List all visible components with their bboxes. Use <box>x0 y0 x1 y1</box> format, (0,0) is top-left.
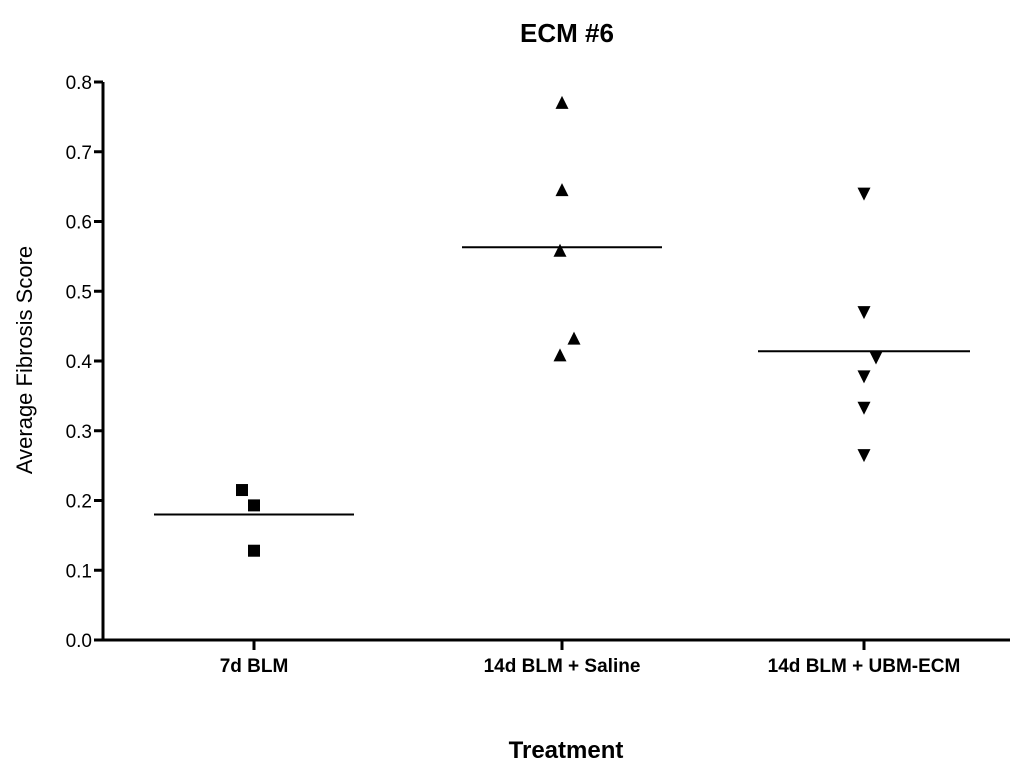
data-point-triangle-up <box>553 243 567 257</box>
data-point-triangle-up <box>555 183 569 197</box>
data-point-triangle-down <box>857 449 871 463</box>
data-point-square <box>248 499 260 512</box>
y-tick-label: 0.5 <box>66 282 92 303</box>
y-axis-title: Average Fibrosis Score <box>12 246 37 474</box>
x-tick-label: 14d BLM + UBM-ECM <box>768 656 961 677</box>
data-point-triangle-up <box>555 95 569 109</box>
x-tick-label: 14d BLM + Saline <box>484 656 641 677</box>
data-point-triangle-down <box>857 187 871 201</box>
data-point-triangle-down <box>857 306 871 320</box>
data-point-triangle-down <box>857 401 871 415</box>
y-tick-label: 0.8 <box>66 73 92 94</box>
data-point-triangle-up <box>567 331 581 345</box>
data-point-triangle-down <box>869 351 883 365</box>
x-tick-label: 7d BLM <box>220 656 289 677</box>
data-point-square <box>248 544 260 557</box>
data-point-triangle-down <box>857 370 871 384</box>
y-tick-label: 0.1 <box>66 561 92 582</box>
y-tick-label: 0.6 <box>66 213 92 234</box>
data-marks <box>154 95 970 557</box>
data-point-square <box>236 484 248 497</box>
data-point-triangle-up <box>553 348 567 362</box>
x-axis-title: Treatment <box>509 737 624 764</box>
y-tick-label: 0.4 <box>66 352 93 373</box>
axes: 0.0 0.1 0.2 0.3 0.4 0.5 0.6 0.7 0.8 7d BLM 14d BLM… <box>66 73 1010 677</box>
y-tick-label: 0.2 <box>66 492 92 513</box>
y-tick-label: 0.0 <box>66 631 92 652</box>
y-tick-label: 0.3 <box>66 422 92 443</box>
y-tick-label: 0.7 <box>66 143 92 164</box>
chart-title: ECM #6 <box>520 18 614 48</box>
